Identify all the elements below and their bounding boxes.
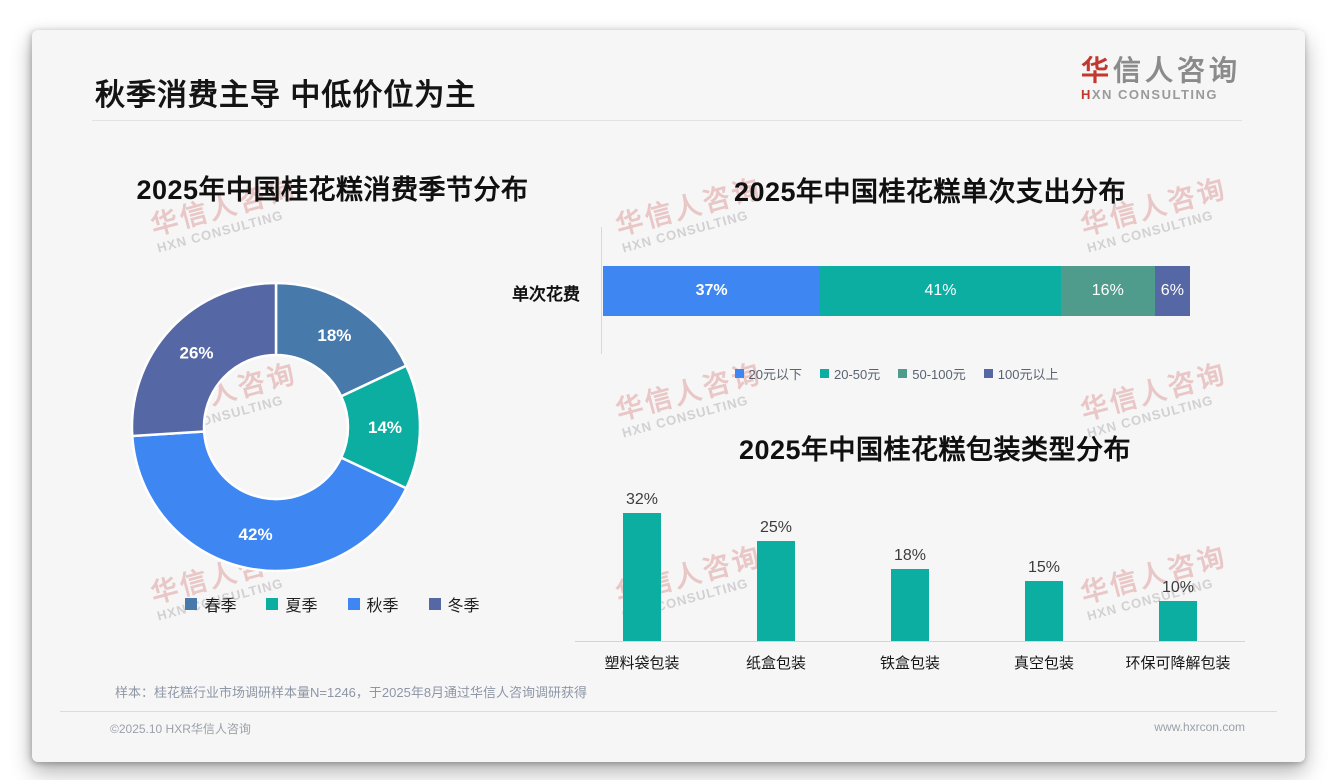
page-title: 秋季消费主导 中低价位为主: [95, 79, 477, 112]
legend-label: 20-50元: [834, 367, 881, 382]
legend-swatch-icon: [185, 598, 198, 610]
donut-segment-冬季: [130, 281, 278, 438]
season-legend-item: 春季: [185, 592, 236, 616]
packaging-bar-column: 18%: [843, 488, 977, 641]
legend-label: 100元以上: [997, 367, 1059, 382]
logo-chinese-text: 华信人咨询: [1080, 55, 1241, 86]
spend-stacked-bar: 37% 41% 16% 6%: [603, 266, 1190, 316]
copyright-text: ©2025.10 HXR华信人咨询: [110, 722, 251, 736]
footer-divider: [60, 711, 1277, 712]
legend-label: 冬季: [447, 598, 480, 615]
legend-label: 春季: [204, 598, 237, 615]
spend-axis-line: [601, 227, 602, 354]
packaging-category-label: 铁盒包装: [879, 655, 940, 672]
spend-legend-item: 20-50元: [820, 364, 880, 383]
packaging-value-label: 32%: [625, 491, 659, 508]
legend-swatch-icon: [734, 369, 744, 378]
season-legend-item: 秋季: [347, 592, 399, 616]
season-chart-title: 2025年中国桂花糕消费季节分布: [136, 175, 529, 205]
spend-legend-item: 100元以上: [983, 364, 1059, 383]
season-legend-item: 夏季: [266, 592, 318, 616]
donut-segment-春季: [274, 281, 408, 398]
website-url: www.hxrcon.com: [1154, 720, 1245, 734]
spend-legend: 20元以下 20-50元 50-100元 100元以上: [603, 364, 1190, 383]
packaging-bar-真空包装: [1025, 581, 1063, 641]
packaging-category-label: 真空包装: [1013, 655, 1074, 672]
legend-swatch-icon: [428, 598, 441, 610]
company-logo: 华信人咨询 HXN CONSULTING: [1080, 55, 1241, 102]
sample-footnote: 样本：桂花糕行业市场调研样本量N=1246，于2025年8月通过华信人咨询调研获…: [115, 685, 588, 700]
spend-segment-100元以上: 6%: [1154, 266, 1190, 316]
spend-chart-title: 2025年中国桂花糕单次支出分布: [733, 177, 1127, 207]
season-donut-chart: 18% 14% 42% 26%: [130, 281, 422, 573]
packaging-bar-环保可降解包装: [1159, 601, 1197, 641]
logo-english-text: HXN CONSULTING: [1080, 86, 1219, 102]
packaging-bar-chart: 32% 25% 18% 15% 10%: [575, 488, 1245, 641]
legend-swatch-icon: [347, 598, 360, 610]
legend-label: 夏季: [285, 598, 318, 615]
packaging-value-label: 10%: [1161, 579, 1195, 596]
packaging-axis-line: [575, 641, 1245, 642]
packaging-chart-title: 2025年中国桂花糕包装类型分布: [738, 435, 1132, 465]
packaging-bar-column: 15%: [977, 488, 1111, 641]
spend-axis-label: 单次花费: [512, 285, 580, 304]
spend-legend-item: 50-100元: [898, 364, 966, 383]
donut-segment-label: 26%: [180, 343, 214, 362]
packaging-bar-column: 32%: [575, 488, 709, 641]
spend-segment-20元以下: 37%: [603, 266, 821, 316]
spend-legend-item: 20元以下: [734, 364, 803, 383]
packaging-bar-column: 10%: [1111, 488, 1245, 641]
legend-label: 20元以下: [748, 367, 803, 382]
spend-segment-label: 6%: [1160, 282, 1184, 299]
packaging-value-label: 18%: [893, 547, 927, 564]
legend-label: 秋季: [366, 598, 399, 615]
packaging-value-label: 25%: [759, 519, 793, 536]
donut-segment-label: 42%: [239, 525, 273, 544]
packaging-category-label: 纸盒包装: [745, 655, 806, 672]
packaging-category-label: 环保可降解包装: [1125, 655, 1231, 672]
legend-swatch-icon: [898, 369, 908, 378]
legend-swatch-icon: [266, 598, 279, 610]
packaging-bar-纸盒包装: [757, 541, 795, 641]
legend-swatch-icon: [983, 369, 993, 378]
legend-swatch-icon: [820, 369, 830, 378]
spend-segment-label: 41%: [924, 282, 957, 299]
legend-label: 50-100元: [912, 367, 966, 382]
packaging-category-labels: 塑料袋包装 纸盒包装 铁盒包装 真空包装 环保可降解包装: [575, 652, 1245, 673]
slide-card: 华信人咨询 HXN CONSULTING 华信人咨询 HXN CONSULTING 华信…: [32, 30, 1305, 762]
season-legend-item: 冬季: [428, 592, 480, 616]
spend-segment-label: 16%: [1091, 282, 1124, 299]
spend-segment-label: 37%: [695, 282, 728, 299]
packaging-bar-column: 25%: [709, 488, 843, 641]
packaging-category-label: 塑料袋包装: [604, 655, 680, 672]
donut-segment-label: 14%: [368, 418, 402, 437]
packaging-bar-塑料袋包装: [623, 513, 661, 641]
header-divider: [92, 120, 1242, 121]
packaging-bar-铁盒包装: [891, 569, 929, 641]
season-legend: 春季 夏季 秋季 冬季: [90, 592, 575, 616]
spend-segment-20-50元: 41%: [820, 266, 1061, 316]
packaging-value-label: 15%: [1027, 559, 1061, 576]
donut-segment-label: 18%: [317, 326, 351, 345]
spend-segment-50-100元: 16%: [1060, 266, 1155, 316]
donut-segment-秋季: [131, 430, 408, 573]
